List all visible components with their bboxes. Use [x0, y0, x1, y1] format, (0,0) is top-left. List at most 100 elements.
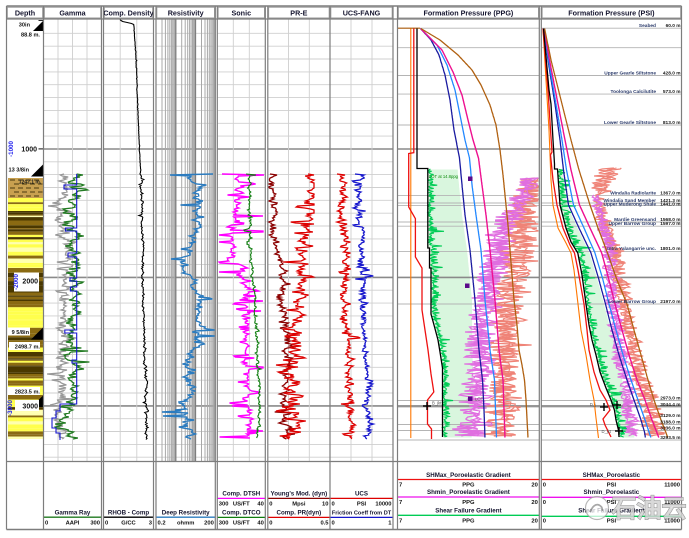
svg-text:PR-E: PR-E [290, 8, 307, 17]
svg-text:3000: 3000 [22, 404, 38, 411]
svg-text:AAPI: AAPI [66, 520, 80, 526]
svg-text:Lower Barrow Group: Lower Barrow Group [608, 299, 656, 305]
svg-text:0: 0 [332, 520, 335, 526]
svg-text:1000: 1000 [21, 147, 37, 154]
svg-text:B_jkt: B_jkt [432, 401, 442, 406]
svg-text:0: 0 [543, 483, 546, 489]
svg-text:Mpsi: Mpsi [292, 502, 306, 508]
svg-text:1441.0 m: 1441.0 m [660, 201, 680, 207]
svg-text:Shmin_Poroelastic: Shmin_Poroelastic [584, 489, 640, 496]
svg-text:Upper Barrow Group: Upper Barrow Group [609, 221, 657, 227]
svg-text:40: 40 [257, 502, 263, 508]
svg-text:20: 20 [531, 483, 537, 489]
svg-text:Windalia Sand Member: Windalia Sand Member [604, 198, 657, 204]
svg-text:20: 20 [531, 519, 537, 525]
svg-text:0.5: 0.5 [320, 520, 329, 526]
svg-text:11000: 11000 [664, 500, 680, 506]
svg-text:Lower Gearle Siltstone: Lower Gearle Siltstone [604, 120, 656, 126]
svg-text:Sonic: Sonic [232, 8, 252, 17]
svg-text:2973.0 m: 2973.0 m [660, 395, 680, 401]
svg-text:0: 0 [269, 520, 272, 526]
svg-text:RHOB - Comp: RHOB - Comp [108, 510, 149, 517]
svg-text:Intra Yalangarrie unc.: Intra Yalangarrie unc. [607, 246, 656, 252]
svg-text:7: 7 [399, 519, 402, 525]
svg-text:0: 0 [45, 520, 48, 526]
svg-text:Comp. DTSH: Comp. DTSH [222, 491, 260, 498]
svg-text:3236.0 m: 3236.0 m [660, 425, 680, 431]
svg-text:40: 40 [257, 520, 263, 526]
svg-text:PSI: PSI [607, 519, 617, 525]
svg-text:石油云: 石油云 [610, 495, 686, 523]
svg-text:Formation Pressure (PPG): Formation Pressure (PPG) [423, 8, 513, 17]
svg-text:Formation Pressure (PSI): Formation Pressure (PSI) [568, 8, 655, 17]
svg-text:Gamma Ray: Gamma Ray [55, 510, 91, 517]
svg-text:3188.0 m: 3188.0 m [660, 419, 680, 425]
svg-text:Upper Gearle Siltstone: Upper Gearle Siltstone [604, 70, 656, 76]
svg-text:2197.0 m: 2197.0 m [660, 299, 680, 305]
svg-text:Resistivity: Resistivity [168, 8, 204, 17]
svg-text:1568.0 m: 1568.0 m [660, 217, 680, 223]
svg-text:PPG: PPG [462, 519, 475, 525]
svg-text:SHMax_Poroelastic Gradient: SHMax_Poroelastic Gradient [426, 472, 511, 479]
svg-text:10000: 10000 [375, 502, 391, 508]
svg-text:Upper Muderong Shale: Upper Muderong Shale [603, 201, 656, 207]
svg-text:UCS-FANG: UCS-FANG [343, 8, 381, 17]
svg-text:13 3/8in: 13 3/8in [8, 168, 29, 174]
svg-text:10: 10 [322, 502, 328, 508]
svg-text:Toolonga Calcilutite: Toolonga Calcilutite [611, 89, 657, 95]
svg-text:7: 7 [399, 483, 402, 489]
svg-text:D_jkt: D_jkt [601, 429, 611, 434]
svg-text:Mardie Greensand: Mardie Greensand [614, 217, 656, 223]
svg-text:88.8 m.: 88.8 m. [21, 33, 40, 39]
svg-text:3129.0 m: 3129.0 m [660, 413, 680, 419]
svg-text:PPG: PPG [462, 500, 475, 506]
svg-text:1367.0 m: 1367.0 m [660, 190, 680, 196]
svg-text:7: 7 [399, 500, 402, 506]
svg-text:PPG: PPG [462, 483, 475, 489]
svg-text:0: 0 [543, 500, 546, 506]
svg-text:0: 0 [269, 502, 272, 508]
svg-text:Shear Failure Gradient: Shear Failure Gradient [578, 508, 644, 515]
svg-text:428.0 m: 428.0 m [663, 70, 681, 76]
svg-text:573.0 m: 573.0 m [663, 89, 681, 95]
svg-text:1597.0 m: 1597.0 m [660, 221, 680, 227]
svg-text:9 5/8in: 9 5/8in [12, 330, 30, 336]
svg-text:11000: 11000 [664, 483, 680, 489]
svg-text:Shear Failure Gradient: Shear Failure Gradient [435, 508, 501, 515]
svg-text:UCS: UCS [355, 491, 368, 498]
svg-text:Gamma: Gamma [59, 8, 86, 17]
svg-text:0: 0 [105, 520, 108, 526]
svg-text:60.0 m: 60.0 m [666, 23, 681, 29]
svg-text:Friction Coeff from DT: Friction Coeff from DT [332, 511, 392, 517]
svg-text:-1000: -1000 [8, 141, 15, 157]
svg-text:300: 300 [219, 502, 229, 508]
svg-text:Comp. PR(dyn): Comp. PR(dyn) [277, 510, 322, 517]
svg-text:D_j: D_j [590, 402, 596, 407]
svg-text:1421.3 m: 1421.3 m [660, 198, 680, 204]
svg-text:1: 1 [388, 520, 392, 526]
svg-text:-3000: -3000 [7, 400, 14, 416]
svg-text:Seabed: Seabed [639, 23, 656, 29]
svg-text:Comp. DTCO: Comp. DTCO [222, 510, 261, 517]
svg-text:0.2: 0.2 [158, 520, 166, 526]
svg-text:Young's Mod. (dyn): Young's Mod. (dyn) [271, 491, 328, 498]
svg-text:LOT at 14.8ppg: LOT at 14.8ppg [429, 174, 459, 179]
svg-text:3293.5 m: 3293.5 m [660, 435, 680, 441]
svg-text:200: 200 [204, 520, 214, 526]
svg-text:Comp. Density: Comp. Density [103, 8, 153, 17]
svg-text:LOT: LOT [475, 397, 484, 402]
svg-text:3: 3 [149, 520, 153, 526]
svg-text:Depth: Depth [15, 8, 35, 17]
svg-text:Deep Resistivity: Deep Resistivity [162, 510, 210, 517]
svg-text:PSI: PSI [607, 483, 617, 489]
svg-text:Windalia Radiolarite: Windalia Radiolarite [610, 190, 656, 196]
svg-text:PSI: PSI [607, 500, 617, 506]
svg-text:G/CC: G/CC [121, 520, 136, 526]
svg-text:SHMax_Poroelastic: SHMax_Poroelastic [583, 472, 641, 479]
svg-text:2823.5 m.: 2823.5 m. [15, 390, 41, 396]
svg-text:2000: 2000 [22, 279, 38, 286]
svg-text:ohmm: ohmm [177, 520, 194, 526]
svg-text:1242.1 m.: 1242.1 m. [19, 180, 42, 186]
svg-text:1801.0 m: 1801.0 m [660, 246, 680, 252]
svg-text:30in: 30in [19, 23, 31, 29]
